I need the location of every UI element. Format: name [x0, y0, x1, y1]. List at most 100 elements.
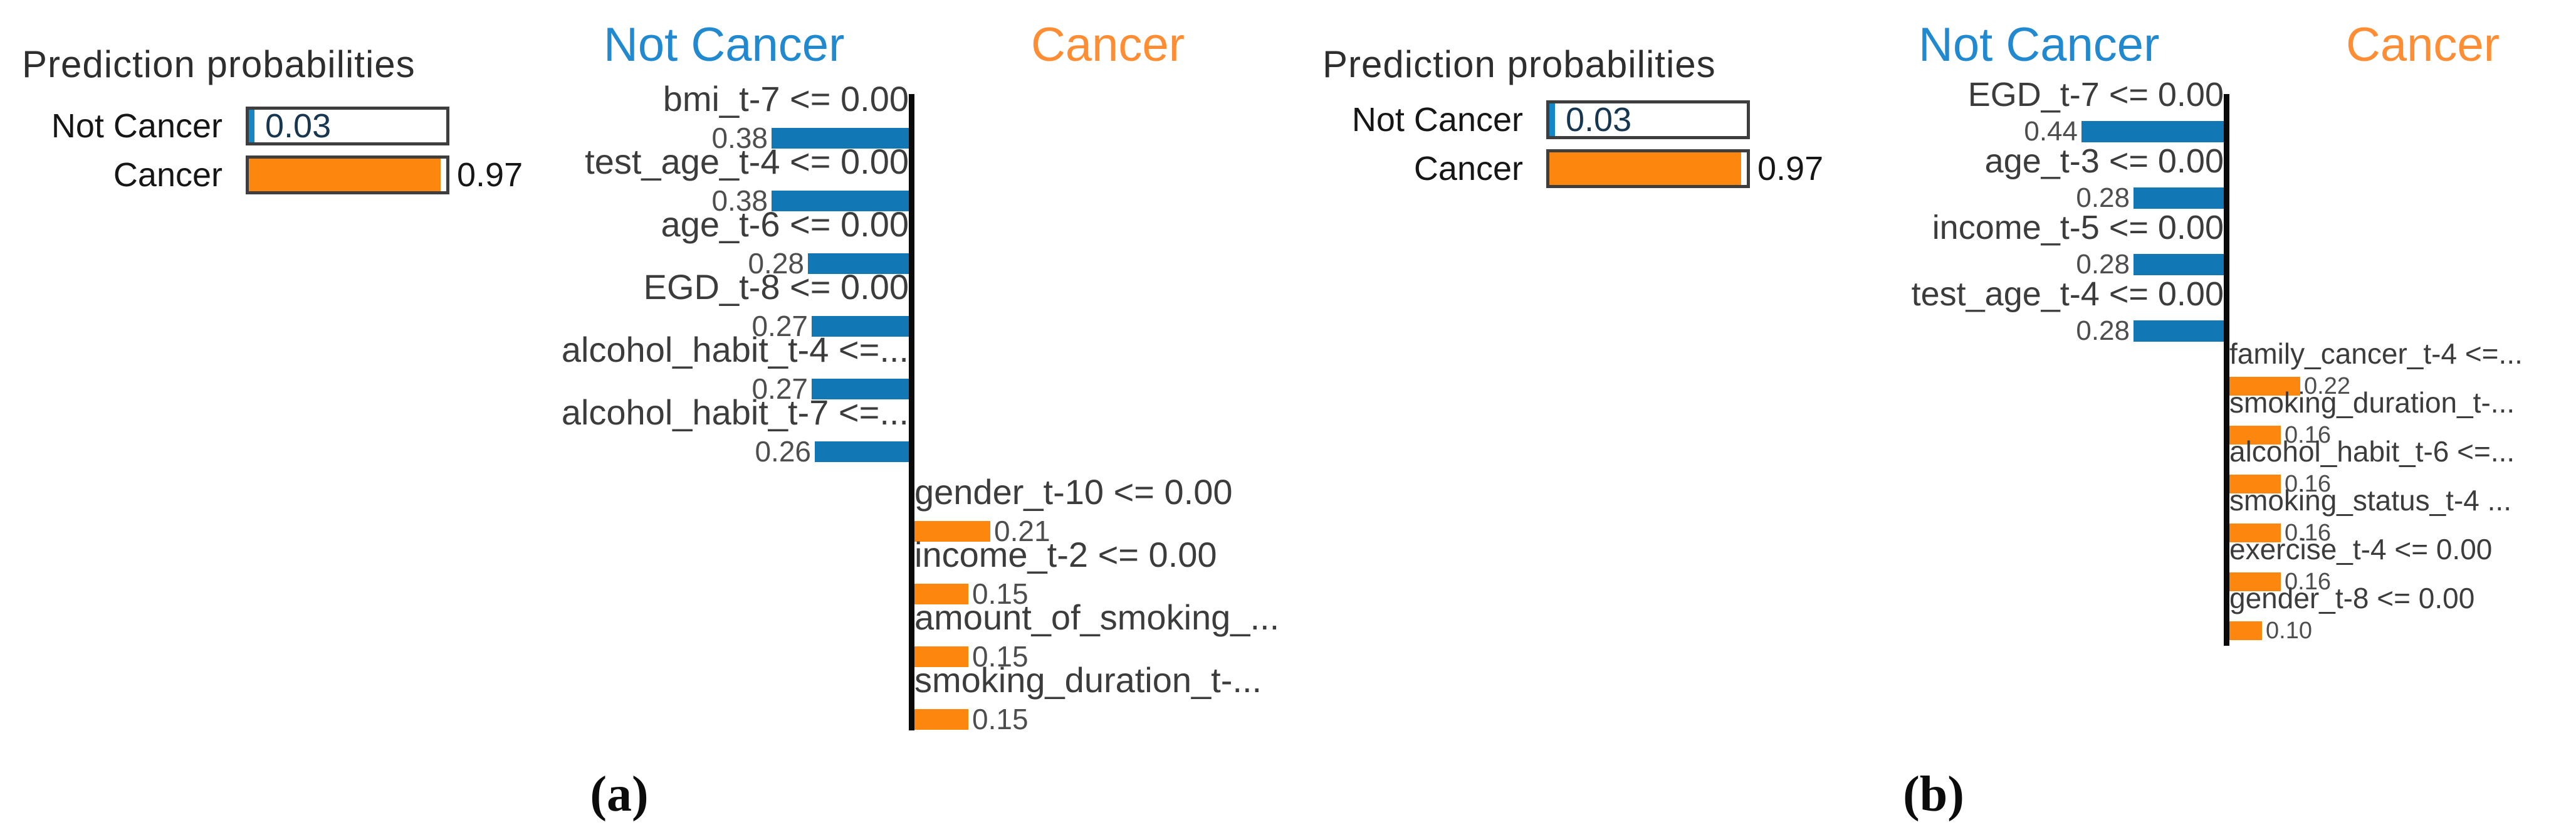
feature-row: income_t-2 <= 0.00 0.15 — [914, 535, 1217, 611]
positive-contribution-bar — [914, 583, 968, 604]
negative-contribution-bar — [2134, 187, 2224, 209]
feature-condition-label: gender_t-10 <= 0.00 — [914, 472, 1233, 512]
positive-contribution-bar — [2229, 475, 2281, 494]
negative-contribution-bar — [2134, 320, 2224, 342]
feature-weight-value: 0.16 — [2285, 421, 2331, 448]
negative-contribution-bar — [808, 253, 909, 274]
feature-condition-label: alcohol_habit_t-6 <=... — [2229, 435, 2515, 468]
feature-weight-value: 0.28 — [2076, 182, 2130, 214]
subfigure-caption-a: (a) — [590, 767, 649, 822]
feature-row: smoking_duration_t-... 0.16 — [2229, 387, 2515, 449]
probability-bar-track: 0.03 — [246, 107, 449, 145]
feature-row: age_t-6 <= 0.00 0.28 — [661, 204, 909, 280]
positive-contribution-bar — [914, 646, 968, 667]
negative-contribution-bar — [812, 315, 909, 337]
feature-row: amount_of_smoking_... 0.15 — [914, 597, 1280, 673]
feature-row: gender_t-8 <= 0.00 0.10 — [2229, 582, 2475, 645]
feature-condition-label: amount_of_smoking_... — [914, 597, 1280, 637]
feature-condition-label: alcohol_habit_t-4 <=... — [561, 330, 909, 369]
probability-bar-track — [1546, 149, 1750, 188]
negative-contribution-bar — [2134, 254, 2224, 276]
feature-condition-label: age_t-3 <= 0.00 — [1984, 142, 2224, 180]
feature-row: exercise_t-4 <= 0.00 0.16 — [2229, 534, 2492, 596]
feature-weight-value: 0.16 — [2285, 519, 2331, 546]
feature-weight-value: 0.15 — [972, 703, 1029, 736]
feature-row: alcohol_habit_t-7 <=... 0.26 — [561, 392, 909, 468]
negative-contribution-bar — [815, 441, 909, 462]
feature-row: age_t-3 <= 0.00 0.28 — [1985, 143, 2224, 214]
feature-weight-value: 0.28 — [2076, 249, 2130, 280]
positive-contribution-bar — [2229, 621, 2262, 641]
positive-class-header: Cancer — [2346, 18, 2500, 71]
feature-condition-label: gender_t-8 <= 0.00 — [2229, 582, 2475, 614]
feature-weight-value: 0.15 — [972, 640, 1029, 673]
feature-row: EGD_t-7 <= 0.00 0.44 — [1968, 76, 2224, 147]
feature-condition-label: smoking_duration_t-... — [914, 660, 1262, 700]
probability-bar-fill — [249, 110, 254, 142]
positive-contribution-bar — [2229, 572, 2281, 592]
feature-weight-value: 0.22 — [2304, 372, 2350, 399]
probability-bar-track: 0.03 — [1546, 100, 1750, 139]
probability-value: 0.03 — [1566, 101, 1632, 139]
positive-class-header: Cancer — [1031, 18, 1185, 71]
panel-a: Prediction probabilities Not Cancer 0.03… — [22, 18, 1280, 822]
feature-weight-value: 0.10 — [2266, 617, 2312, 644]
feature-row: smoking_duration_t-... 0.15 — [914, 661, 1262, 736]
feature-weight-value: 0.38 — [711, 184, 768, 218]
feature-condition-label: test_age_t-4 <= 0.00 — [1911, 275, 2224, 313]
probability-value: 0.97 — [1757, 150, 1824, 187]
negative-contribution-bar — [772, 190, 909, 211]
feature-weight-value: 0.38 — [711, 122, 768, 155]
feature-row: test_age_t-4 <= 0.00 0.38 — [585, 142, 909, 218]
feature-weight-value: 0.16 — [2285, 568, 2331, 595]
prediction-probabilities-title: Prediction probabilities — [1322, 43, 1716, 85]
prediction-class-label: Not Cancer — [51, 107, 223, 145]
zero-axis-line — [909, 94, 914, 730]
panel-b: Prediction probabilities Not Cancer 0.03… — [1301, 0, 2576, 837]
feature-weight-value: 0.16 — [2285, 470, 2331, 497]
prediction-class-label: Not Cancer — [1351, 101, 1523, 139]
feature-condition-label: EGD_t-8 <= 0.00 — [643, 267, 909, 307]
negative-contribution-bar — [812, 378, 909, 399]
feature-condition-label: smoking_duration_t-... — [2229, 386, 2515, 419]
feature-weight-value: 0.26 — [755, 435, 811, 468]
feature-weight-value: 0.44 — [2024, 116, 2078, 147]
feature-weight-value: 0.21 — [994, 515, 1050, 548]
negative-contribution-bar — [772, 127, 909, 149]
feature-condition-label: age_t-6 <= 0.00 — [661, 204, 909, 244]
feature-condition-label: exercise_t-4 <= 0.00 — [2229, 533, 2493, 566]
feature-condition-label: family_cancer_t-4 <=... — [2229, 337, 2523, 370]
subfigure-caption-b: (b) — [1903, 767, 1964, 822]
positive-contribution-bar — [2229, 524, 2281, 543]
prediction-class-label: Cancer — [113, 156, 223, 194]
positive-contribution-bar — [914, 708, 968, 730]
prediction-class-label: Cancer — [1413, 150, 1523, 187]
negative-contribution-bar — [2081, 121, 2224, 143]
positive-contribution-bar — [914, 520, 990, 542]
feature-weight-value: 0.27 — [751, 310, 808, 343]
feature-condition-label: smoking_status_t-4 ... — [2229, 484, 2511, 517]
probability-bar-track — [246, 155, 449, 194]
feature-row: income_t-5 <= 0.00 0.28 — [1932, 209, 2224, 280]
feature-row: EGD_t-8 <= 0.00 0.27 — [644, 268, 909, 343]
feature-weight-value: 0.28 — [2076, 315, 2130, 347]
feature-row: bmi_t-7 <= 0.00 0.38 — [663, 80, 909, 155]
feature-row: test_age_t-4 <= 0.00 0.28 — [1912, 276, 2224, 347]
feature-row: gender_t-10 <= 0.00 0.21 — [914, 473, 1233, 548]
zero-axis-line — [2224, 94, 2229, 646]
positive-contribution-bar — [2229, 426, 2281, 445]
probability-value: 0.97 — [457, 156, 523, 194]
feature-condition-label: alcohol_habit_t-7 <=... — [561, 392, 909, 432]
feature-condition-label: test_age_t-4 <= 0.00 — [585, 142, 909, 181]
feature-condition-label: income_t-5 <= 0.00 — [1932, 209, 2224, 246]
feature-weight-value: 0.28 — [748, 247, 804, 280]
feature-row: smoking_status_t-4 ... 0.16 — [2229, 485, 2511, 547]
positive-contribution-bar — [2229, 377, 2300, 396]
probability-bar-fill — [1549, 152, 1741, 185]
negative-class-header: Not Cancer — [1919, 18, 2160, 71]
feature-weight-value: 0.15 — [972, 577, 1029, 611]
feature-row: family_cancer_t-4 <=... 0.22 — [2229, 337, 2523, 400]
probability-bar-fill — [1549, 103, 1555, 136]
feature-row: alcohol_habit_t-6 <=... 0.16 — [2229, 436, 2515, 498]
